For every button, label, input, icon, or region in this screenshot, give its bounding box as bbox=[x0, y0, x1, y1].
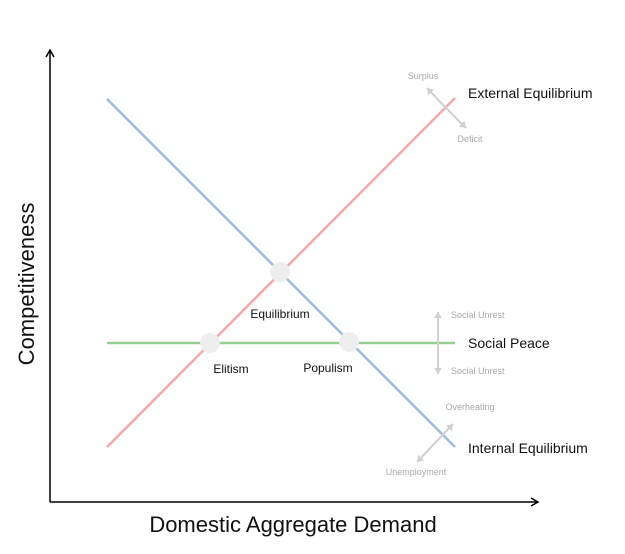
equilibrium-label: Equilibrium bbox=[250, 307, 309, 321]
populism-point bbox=[339, 332, 359, 352]
populism-label: Populism bbox=[303, 361, 352, 375]
elitism-label: Elitism bbox=[213, 362, 248, 376]
surplus-arrow-icon bbox=[426, 87, 447, 109]
external-equilibrium-label: External Equilibrium bbox=[468, 85, 593, 101]
overheating-arrow-icon bbox=[434, 423, 454, 444]
social-peace-label: Social Peace bbox=[468, 335, 550, 351]
internal-equilibrium-label: Internal Equilibrium bbox=[468, 440, 588, 456]
y-axis-title: Competitiveness bbox=[14, 203, 39, 366]
elitism-point bbox=[200, 333, 220, 353]
social-unrest-bottom-hint: Social Unrest bbox=[451, 366, 505, 376]
deficit-hint: Deficit bbox=[457, 134, 483, 144]
overheating-hint: Overheating bbox=[445, 402, 494, 412]
equilibrium-point bbox=[270, 262, 290, 282]
surplus-hint: Surplus bbox=[408, 71, 439, 81]
deficit-arrow-icon bbox=[445, 107, 467, 129]
x-axis-title: Domestic Aggregate Demand bbox=[149, 512, 436, 537]
unemployment-arrow-icon bbox=[416, 442, 436, 463]
unemployment-hint: Unemployment bbox=[386, 467, 447, 477]
social-unrest-top-hint: Social Unrest bbox=[451, 310, 505, 320]
